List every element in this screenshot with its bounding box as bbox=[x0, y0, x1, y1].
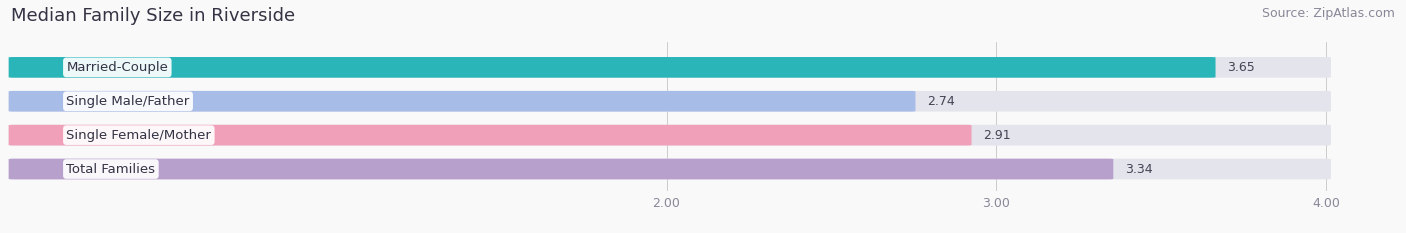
FancyBboxPatch shape bbox=[8, 159, 1331, 179]
Text: Source: ZipAtlas.com: Source: ZipAtlas.com bbox=[1261, 7, 1395, 20]
Text: Total Families: Total Families bbox=[66, 163, 156, 175]
Text: Married-Couple: Married-Couple bbox=[66, 61, 169, 74]
Text: 3.34: 3.34 bbox=[1125, 163, 1153, 175]
FancyBboxPatch shape bbox=[8, 91, 1331, 112]
FancyBboxPatch shape bbox=[8, 91, 915, 112]
FancyBboxPatch shape bbox=[8, 57, 1216, 78]
Text: 3.65: 3.65 bbox=[1227, 61, 1254, 74]
FancyBboxPatch shape bbox=[8, 125, 972, 145]
Text: 2.74: 2.74 bbox=[927, 95, 955, 108]
FancyBboxPatch shape bbox=[8, 57, 1331, 78]
Text: Single Male/Father: Single Male/Father bbox=[66, 95, 190, 108]
Text: 2.91: 2.91 bbox=[983, 129, 1011, 142]
FancyBboxPatch shape bbox=[8, 159, 1114, 179]
Text: Single Female/Mother: Single Female/Mother bbox=[66, 129, 211, 142]
Text: Median Family Size in Riverside: Median Family Size in Riverside bbox=[11, 7, 295, 25]
FancyBboxPatch shape bbox=[8, 125, 1331, 145]
